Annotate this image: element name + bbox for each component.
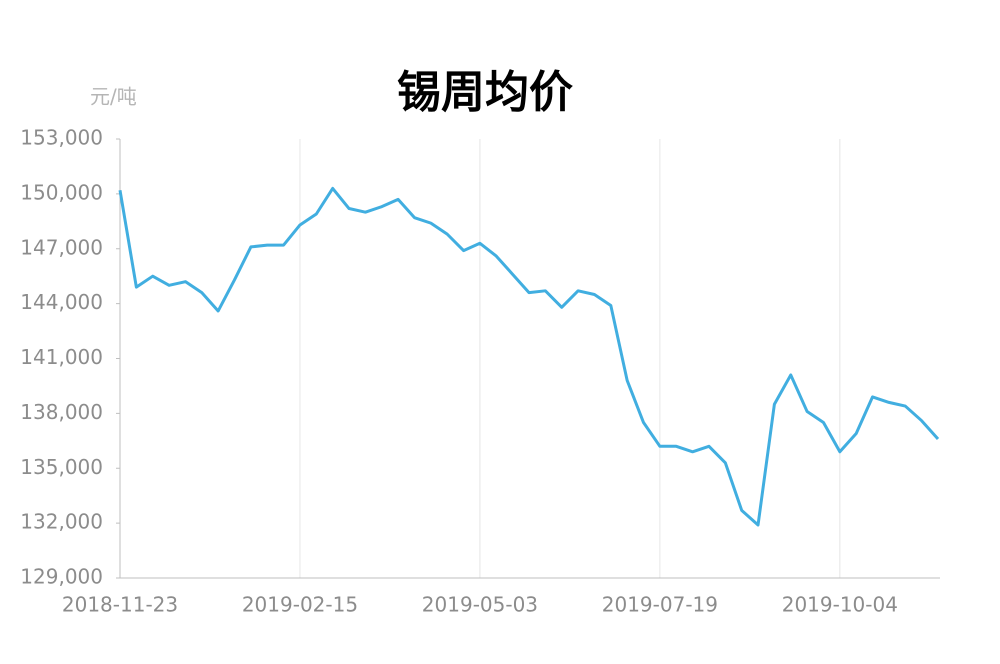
y-tick-label: 135,000 — [20, 455, 103, 479]
y-tick-label: 150,000 — [20, 180, 103, 204]
y-tick-label: 144,000 — [20, 290, 103, 314]
y-tick-label: 141,000 — [20, 345, 103, 369]
series-line — [118, 186, 940, 527]
y-tick-label: 153,000 — [20, 126, 103, 150]
y-tick-label: 138,000 — [20, 400, 103, 424]
x-tick-label: 2019-07-19 — [602, 593, 718, 617]
y-tick-label: 147,000 — [20, 235, 103, 259]
y-axis-label: 元/吨 — [90, 85, 137, 109]
x-tick-label: 2019-10-04 — [782, 593, 898, 617]
chart-title: 锡周均价 — [397, 67, 573, 118]
x-tick-label: 2019-05-03 — [422, 593, 538, 617]
x-tick-label: 2019-02-15 — [242, 593, 358, 617]
y-tick-label: 132,000 — [20, 510, 103, 534]
x-tick-label: 2018-11-23 — [62, 593, 178, 617]
y-tick-label: 129,000 — [20, 565, 103, 589]
